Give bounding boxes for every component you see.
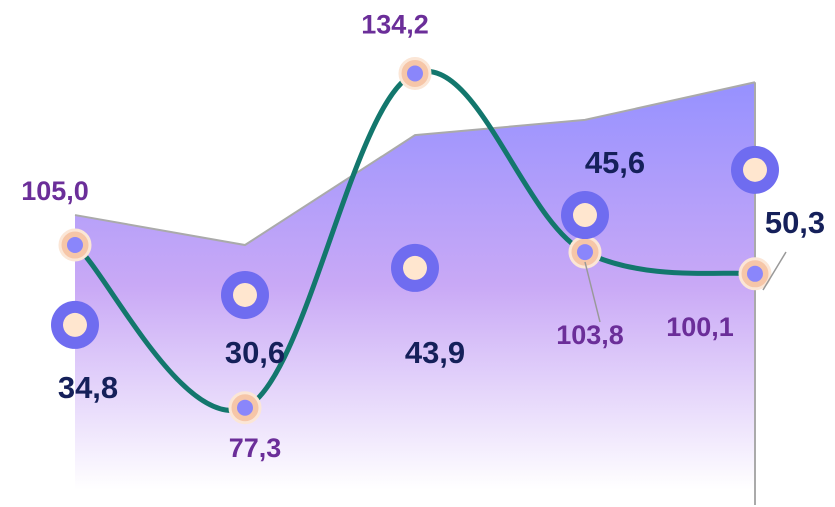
data-label: 134,2 <box>361 10 429 40</box>
data-label: 34,8 <box>58 370 118 405</box>
line-marker-dot <box>67 237 83 254</box>
line <box>73 68 756 413</box>
data-label: 45,6 <box>585 145 645 180</box>
data-label: 105,0 <box>21 176 89 206</box>
data-label: 30,6 <box>225 335 285 370</box>
bubble-center <box>233 282 257 307</box>
bubble-center <box>743 157 767 182</box>
data-label: 77,3 <box>229 433 282 463</box>
line-marker-dot <box>577 244 593 261</box>
leader-line <box>584 261 601 323</box>
line-marker-dot <box>237 399 253 416</box>
data-label: 103,8 <box>556 320 624 350</box>
bubble-center <box>573 203 597 228</box>
line-marker-dot <box>407 65 423 82</box>
line-marker-dot <box>747 265 763 282</box>
data-label: 43,9 <box>405 335 465 370</box>
leader-line <box>762 251 787 291</box>
data-label: 100,1 <box>666 312 734 342</box>
area-edge <box>74 81 756 247</box>
bubble-center <box>403 255 427 280</box>
data-label: 50,3 <box>765 205 825 240</box>
bubble-center <box>63 312 87 337</box>
